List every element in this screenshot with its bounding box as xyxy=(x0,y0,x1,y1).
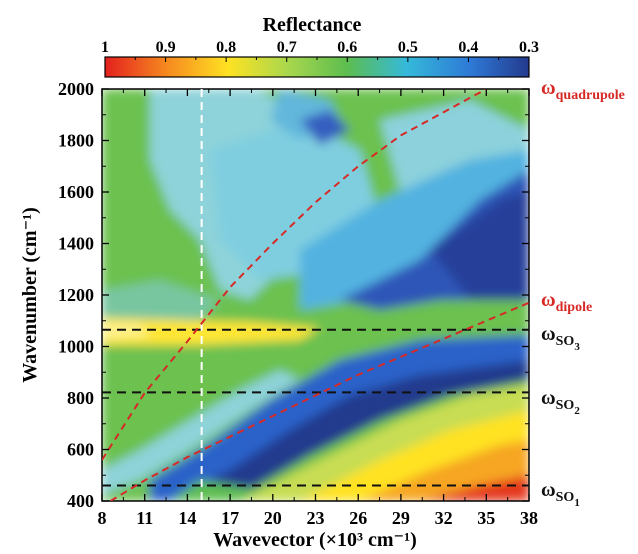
y-tick-label: 2000 xyxy=(58,79,94,99)
x-tick-label: 35 xyxy=(477,508,495,528)
x-tick-label: 26 xyxy=(349,508,367,528)
so-mode-label: ωSO1 xyxy=(541,479,580,509)
y-tick-label: 800 xyxy=(67,388,94,408)
dipole-label: ωdipole xyxy=(541,289,592,315)
colorbar-tick-label: 0.7 xyxy=(277,39,297,56)
colorbar-tick-label: 0.5 xyxy=(398,39,418,56)
colorbar-tick-label: 0.3 xyxy=(519,39,539,56)
x-tick-label: 14 xyxy=(178,508,196,528)
colorbar-tick-labels: 1 0.9 0.8 0.7 0.6 0.5 0.4 0.3 xyxy=(101,39,539,56)
y-tick-label: 1600 xyxy=(58,182,94,202)
x-axis-label: Wavevector (×10³ cm⁻¹) xyxy=(213,529,417,551)
x-tick-label: 32 xyxy=(435,508,453,528)
x-axis: 8 11 14 17 20 23 26 29 32 35 38 xyxy=(98,89,538,528)
x-tick-label: 11 xyxy=(136,508,153,528)
x-tick-label: 8 xyxy=(98,508,107,528)
quadrupole-curve xyxy=(102,89,487,461)
colorbar-tick-label: 1 xyxy=(101,39,109,56)
y-tick-label: 600 xyxy=(67,440,94,460)
colorbar-tick-label: 0.8 xyxy=(216,39,236,56)
y-tick-label: 1400 xyxy=(58,234,94,254)
heatmap xyxy=(102,89,529,501)
x-tick-label: 29 xyxy=(392,508,410,528)
quadrupole-label: ωquadrupole xyxy=(541,77,625,103)
y-axis-label: Wavenumber (cm⁻¹) xyxy=(19,207,41,383)
colorbar-tick-label: 0.6 xyxy=(337,39,357,56)
x-tick-label: 20 xyxy=(264,508,282,528)
so-mode-label: ωSO2 xyxy=(541,387,580,417)
y-tick-label: 1000 xyxy=(58,337,94,357)
colorbar-title: Reflectance xyxy=(263,14,362,36)
so-mode-label: ωSO3 xyxy=(541,323,580,353)
colorbar-tick-label: 0.9 xyxy=(156,39,176,56)
x-tick-label: 38 xyxy=(520,508,538,528)
x-tick-label: 23 xyxy=(307,508,325,528)
y-tick-label: 400 xyxy=(67,491,94,511)
reference-lines xyxy=(102,89,529,501)
dipole-curve xyxy=(109,301,529,501)
line-labels: ωquadrupole ωdipole ωSO3 ωSO2 ωSO1 xyxy=(541,77,625,509)
dispersion-curves xyxy=(102,89,529,501)
y-tick-label: 1800 xyxy=(58,131,94,151)
y-axis: 400 600 800 1000 1200 1400 1600 1800 2000 xyxy=(58,79,529,511)
y-tick-label: 1200 xyxy=(58,285,94,305)
x-tick-label: 17 xyxy=(221,508,239,528)
colorbar-tick-label: 0.4 xyxy=(458,39,478,56)
